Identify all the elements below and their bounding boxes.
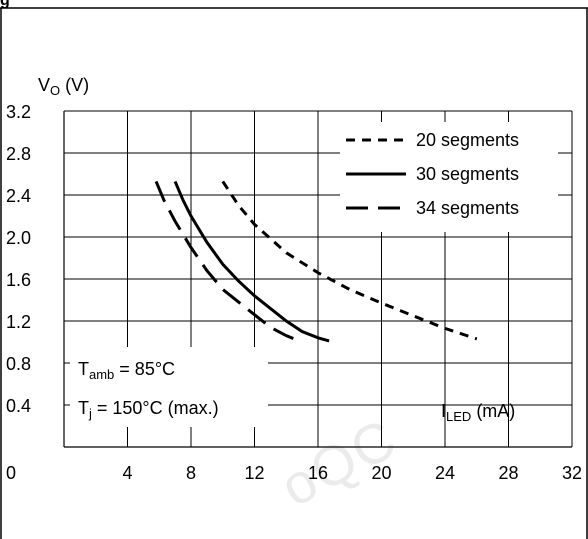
series-line-1 xyxy=(173,180,330,343)
annotation-tamb: Tamb = 85°C xyxy=(78,359,175,382)
x-tick-label: 28 xyxy=(498,463,518,483)
x-axis-label-sub: LED xyxy=(446,409,471,424)
legend-label-0: 20 segments xyxy=(416,130,519,150)
series-layer xyxy=(154,180,478,343)
x-tick-label: 4 xyxy=(122,463,132,483)
y-tick-label: 2.4 xyxy=(6,186,31,206)
annotation-background xyxy=(70,347,268,427)
x-tick-labels: 0 4 8 12 16 20 24 28 32 xyxy=(6,463,582,483)
x-tick-label: 12 xyxy=(244,463,264,483)
legend-background xyxy=(340,122,558,232)
x-tick-label: 32 xyxy=(562,463,582,483)
y-tick-label: 2.8 xyxy=(6,144,31,164)
x-tick-label: 16 xyxy=(308,463,328,483)
figure-title-fragment: g xyxy=(0,0,10,9)
legend-label-2: 34 segments xyxy=(416,198,519,218)
y-axis-label-unit: (V) xyxy=(60,75,89,95)
x-axis-label-main: I xyxy=(441,401,446,421)
chart-frame xyxy=(0,7,588,539)
y-tick-label: 2.0 xyxy=(6,228,31,248)
legend: 20 segments 30 segments 34 segments xyxy=(340,122,558,232)
y-tick-label: 0.8 xyxy=(6,354,31,374)
annotation-tj: Tj = 150°C (max.) xyxy=(78,398,219,421)
y-axis-label: VO (V) xyxy=(38,75,89,98)
y-tick-label: 3.2 xyxy=(6,102,31,122)
legend-label-1: 30 segments xyxy=(416,164,519,184)
y-axis-label-main: V xyxy=(38,75,50,95)
x-axis-label: ILED (mA) xyxy=(441,401,515,424)
y-tick-label: 1.6 xyxy=(6,270,31,290)
x-tick-label: 20 xyxy=(371,463,391,483)
x-tick-label: 24 xyxy=(435,463,455,483)
y-tick-labels: 0.4 0.8 1.2 1.6 2.0 2.4 2.8 3.2 xyxy=(6,102,31,416)
x-tick-label: 8 xyxy=(186,463,196,483)
x-axis-label-unit: (mA) xyxy=(471,401,515,421)
series-line-0 xyxy=(221,180,478,341)
y-axis-label-sub: O xyxy=(50,83,60,98)
y-tick-label: 0.4 xyxy=(6,396,31,416)
y-tick-label: 1.2 xyxy=(6,312,31,332)
annotation-box: Tamb = 85°C Tj = 150°C (max.) xyxy=(70,347,268,427)
x-tick-label: 0 xyxy=(6,463,16,483)
series-line-2 xyxy=(154,180,295,341)
